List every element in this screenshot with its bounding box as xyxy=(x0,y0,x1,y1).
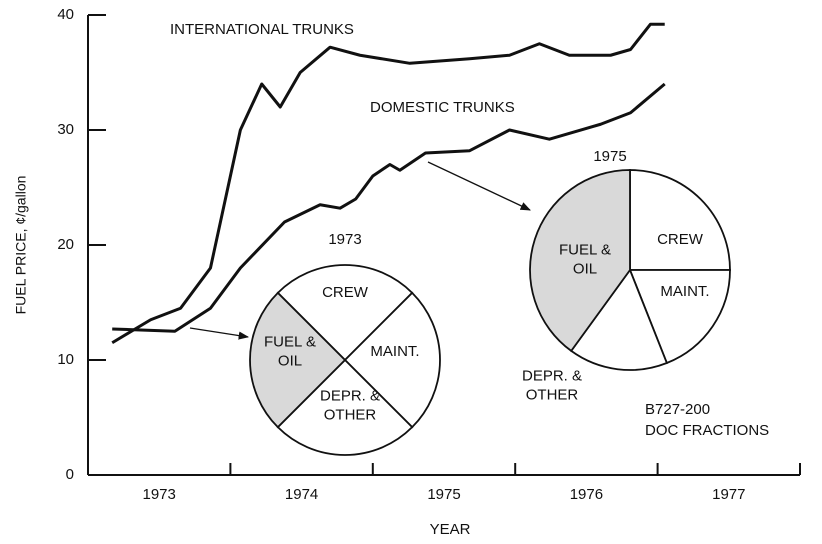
x-tick-label: 1974 xyxy=(285,486,318,503)
pie-slice xyxy=(343,291,441,429)
pie-slice xyxy=(276,264,414,362)
x-tick-label: 1973 xyxy=(143,486,176,503)
line xyxy=(112,82,666,333)
y-tick-label: 30 xyxy=(57,121,74,138)
note: B727-200 xyxy=(645,401,710,418)
slice-label: MAINT. xyxy=(660,283,709,300)
slice-label: DEPR. & xyxy=(522,367,582,384)
slice-label: OTHER xyxy=(324,406,377,423)
x-axis-label: YEAR xyxy=(430,521,471,538)
pie-slice xyxy=(569,268,668,371)
slice-label: FUEL & xyxy=(264,333,316,350)
slice-label: OIL xyxy=(278,352,302,369)
note: DOC FRACTIONS xyxy=(645,422,769,439)
y-tick-label: 40 xyxy=(57,6,74,23)
slice-label: DEPR. & xyxy=(320,387,380,404)
arrow xyxy=(189,327,250,340)
slice-label: CREW xyxy=(657,231,704,248)
pie-slice xyxy=(529,169,631,353)
slice-label: CREW xyxy=(322,284,369,301)
pie-title: 1973 xyxy=(328,231,361,248)
slice-label: OTHER xyxy=(526,386,579,403)
series-label: INTERNATIONAL TRUNKS xyxy=(170,21,354,38)
x-tick-label: 1976 xyxy=(570,486,603,503)
slice-label: OIL xyxy=(573,260,597,277)
pie-slice xyxy=(276,358,414,456)
line xyxy=(111,22,665,345)
arrow xyxy=(427,161,531,211)
y-tick-label: 10 xyxy=(57,351,74,368)
pie-slice xyxy=(628,269,731,365)
x-tick-label: 1975 xyxy=(427,486,460,503)
pie-title: 1975 xyxy=(593,148,626,165)
slice-label: FUEL & xyxy=(559,241,611,258)
pie-slice xyxy=(629,169,731,271)
y-tick-label: 0 xyxy=(66,466,74,483)
y-tick-label: 20 xyxy=(57,236,74,253)
x-tick-label: 1977 xyxy=(712,486,745,503)
y-axis-label: FUEL PRICE, ¢/gallon xyxy=(13,176,29,315)
pie-slice xyxy=(249,291,347,429)
slice-label: MAINT. xyxy=(370,343,419,360)
series-label: DOMESTIC TRUNKS xyxy=(370,99,515,116)
